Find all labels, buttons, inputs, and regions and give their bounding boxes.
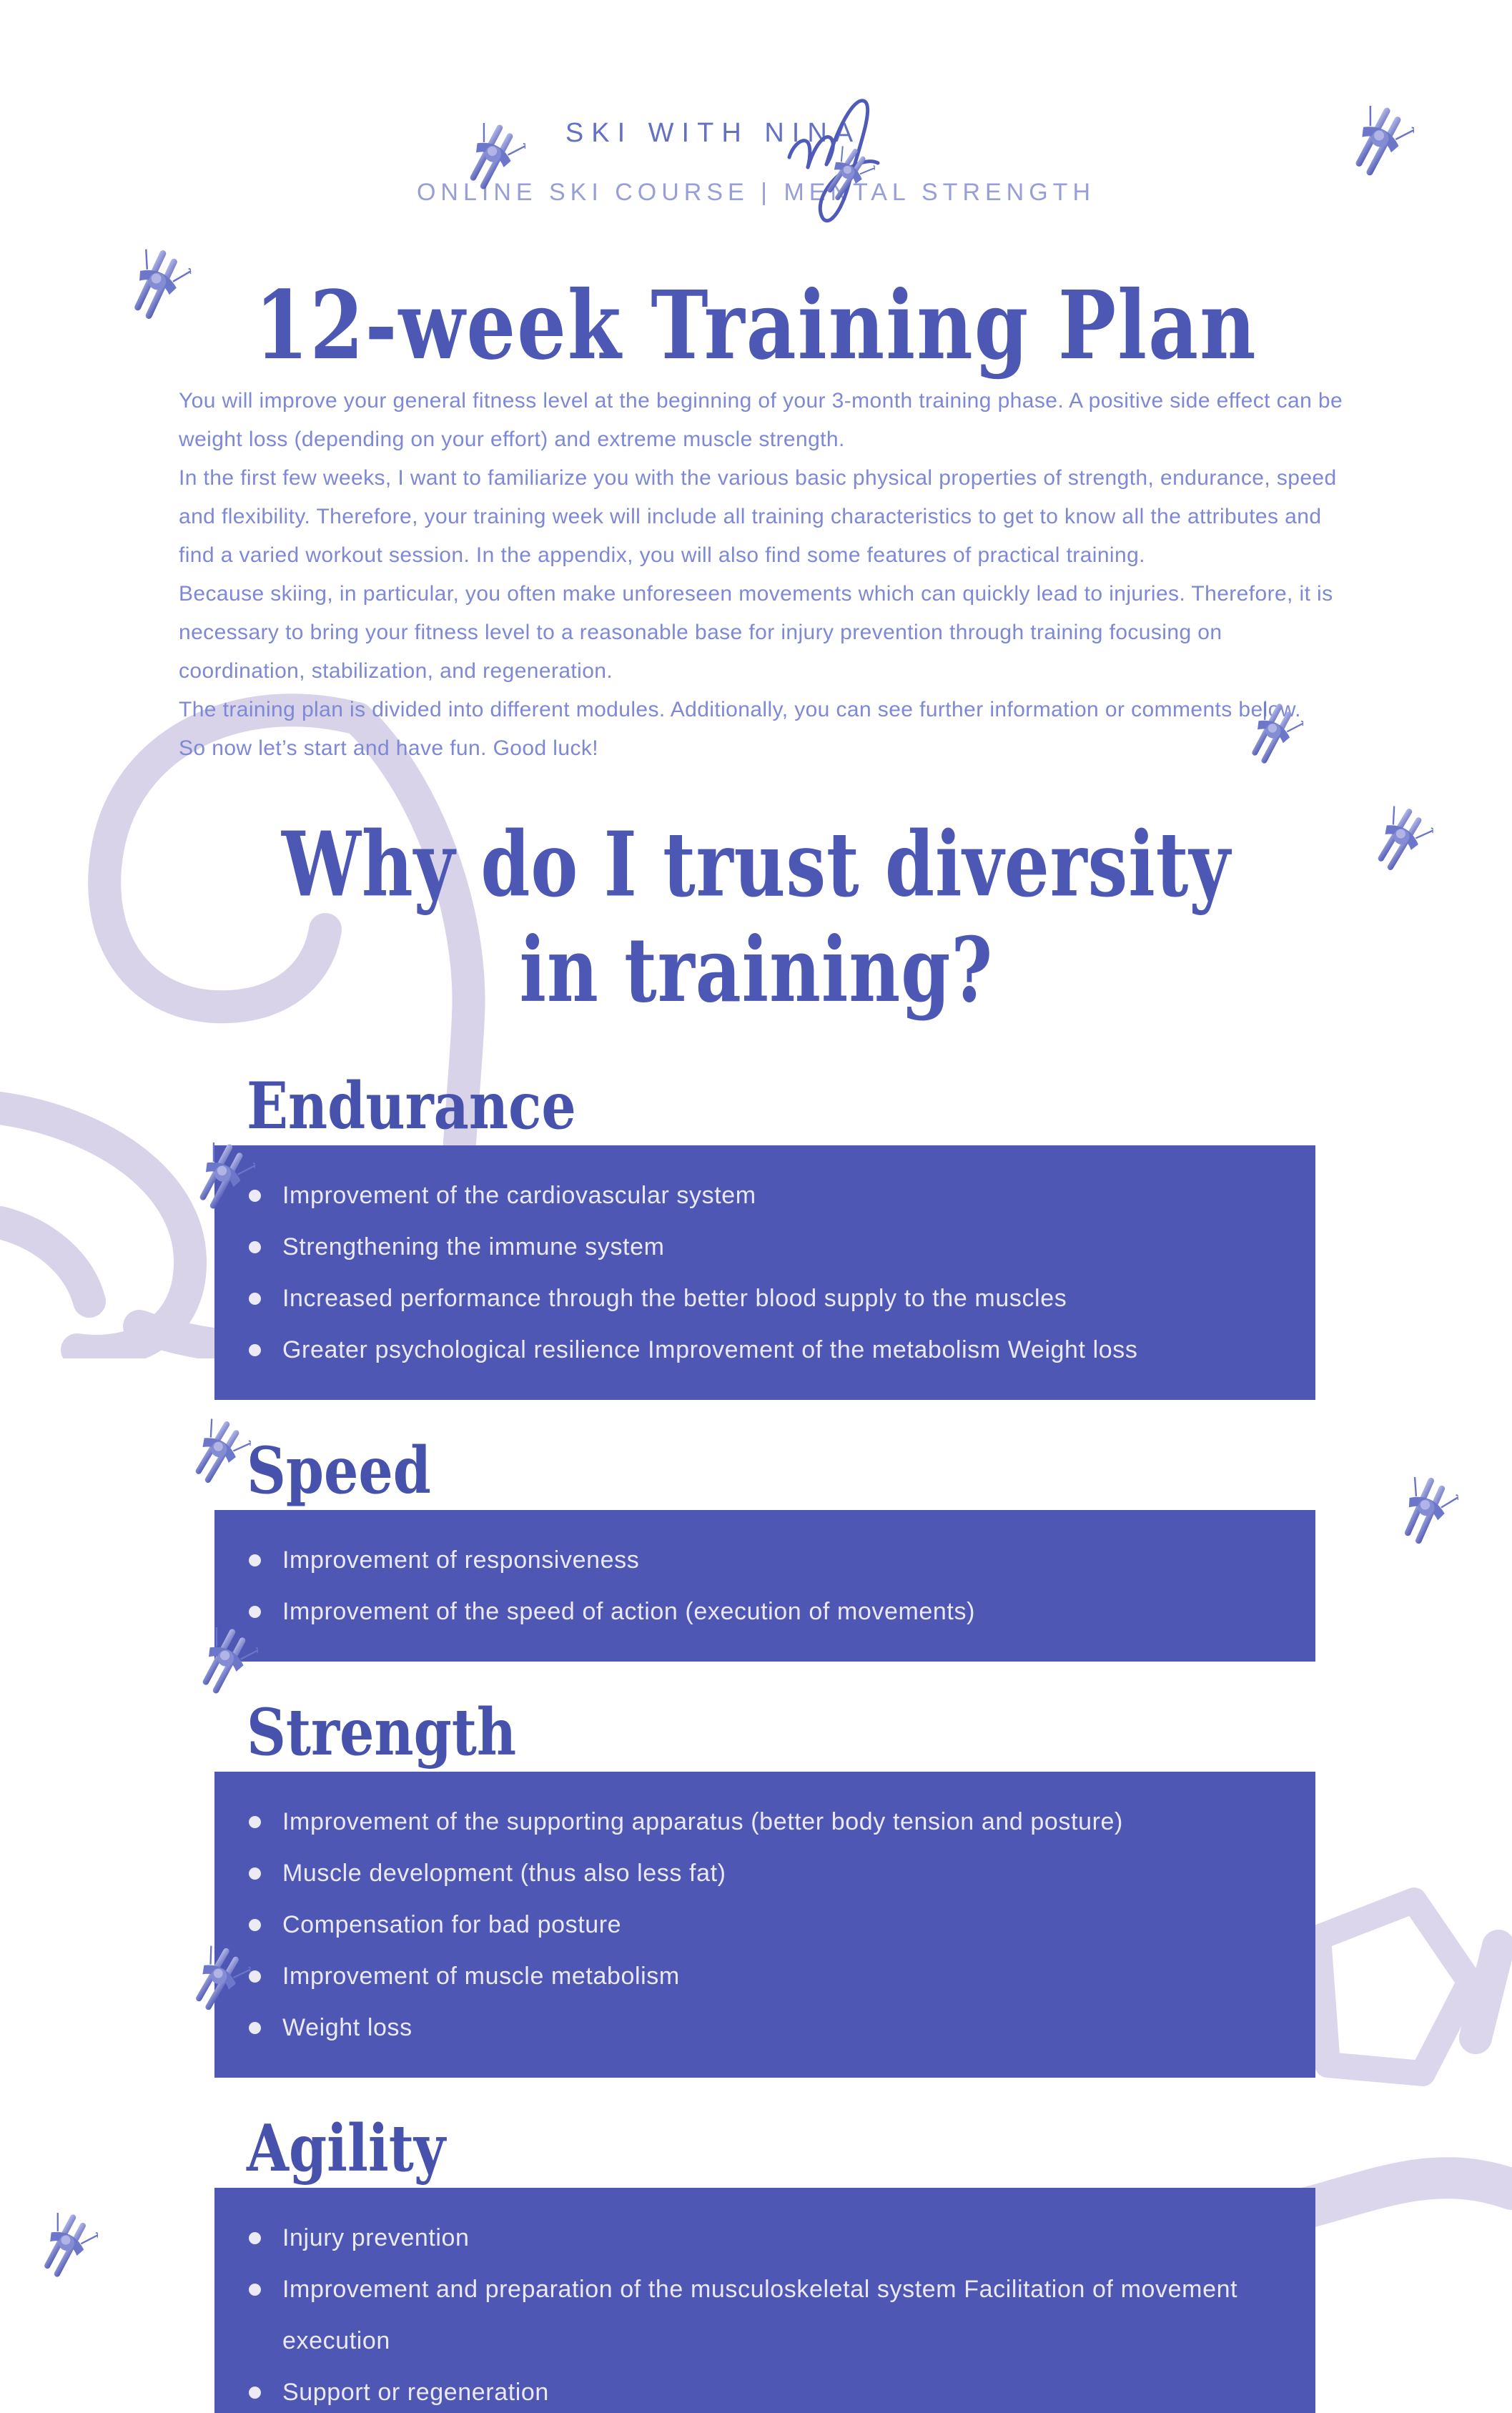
brand-wordmark: SKI WITH NINA (565, 118, 861, 148)
section-box: Improvement of the supporting apparatus … (214, 1772, 1315, 2078)
header: SKI WITH NINA ONLINE SKI COURSE | MENTAL… (0, 0, 1512, 207)
bullet-item: Injury prevention (249, 2212, 1276, 2264)
question-title-line2: in training? (519, 917, 993, 1022)
bullet-item: Improvement of responsiveness (249, 1534, 1276, 1586)
bullet-text: Improvement of the cardiovascular system (282, 1182, 756, 1209)
bullet-item: Increased performance through the better… (249, 1273, 1276, 1324)
question-title-wrap: Why do I trust diversity in training? (0, 811, 1512, 1034)
bullet-dot-icon (249, 2284, 261, 2296)
bullet-dot-icon (249, 1867, 261, 1880)
bullet-text: Compensation for bad posture (282, 1911, 622, 1938)
bullet-text: Weight loss (282, 2014, 412, 2041)
bullet-item: Improvement of the speed of action (exec… (249, 1586, 1276, 1637)
question-title-line1: Why do I trust diversity (281, 811, 1231, 917)
bullet-dot-icon (249, 2022, 261, 2034)
course-subtitle: ONLINE SKI COURSE | MENTAL STRENGTH (416, 179, 1096, 206)
intro-paragraph: Because skiing, in particular, you often… (179, 582, 1333, 683)
page-title: 12-week Training Plan (255, 271, 1257, 382)
sections: Endurance Improvement of the cardiovascul… (0, 1068, 1512, 2413)
bullet-item: Greater psychological resilience Improve… (249, 1324, 1276, 1376)
section-box: Improvement of responsiveness Improvement… (214, 1510, 1315, 1662)
intro: You will improve your general fitness le… (179, 382, 1344, 768)
bullet-text: Support or regeneration (282, 2379, 549, 2406)
bullet-dot-icon (249, 1816, 261, 1828)
bullet-dot-icon (249, 1241, 261, 1253)
bullet-text: Strengthening the immune system (282, 1233, 665, 1260)
bullet-item: Muscle development (thus also less fat) (249, 1847, 1276, 1899)
bullet-dot-icon (249, 1344, 261, 1356)
bullet-dot-icon (249, 1919, 261, 1931)
section-heading: Speed (247, 1433, 431, 1509)
bullet-text: Injury prevention (282, 2224, 470, 2251)
bullet-dot-icon (249, 2387, 261, 2399)
section-box: Improvement of the cardiovascular system… (214, 1145, 1315, 1400)
intro-paragraph: You will improve your general fitness le… (179, 389, 1343, 451)
section-speed: Speed Improvement of responsiveness Improv… (0, 1433, 1512, 1662)
bullet-text: Improvement and preparation of the muscu… (282, 2276, 1238, 2354)
bullet-item: Weight loss (249, 2002, 1276, 2053)
bullet-text: Greater psychological resilience Improve… (282, 1336, 1138, 1363)
nina-signature-icon (787, 99, 880, 223)
section-heading: Endurance (247, 1068, 576, 1144)
bullet-dot-icon (249, 1970, 261, 1983)
bullet-item: Improvement and preparation of the muscu… (249, 2264, 1276, 2367)
intro-paragraph: The training plan is divided into differ… (179, 698, 1301, 721)
bullet-list: Improvement of responsiveness Improvement… (249, 1534, 1276, 1637)
section-endurance: Endurance Improvement of the cardiovascul… (0, 1068, 1512, 1400)
bullet-item: Support or regeneration (249, 2367, 1276, 2413)
bullet-dot-icon (249, 2232, 261, 2244)
section-agility: Agility Injury prevention Improvement and … (0, 2111, 1512, 2413)
bullet-text: Improvement of the speed of action (exec… (282, 1598, 975, 1625)
bullet-dot-icon (249, 1293, 261, 1305)
bullet-list: Improvement of the supporting apparatus … (249, 1796, 1276, 2053)
bullet-dot-icon (249, 1606, 261, 1618)
section-heading: Strength (247, 1694, 517, 1770)
bullet-text: Improvement of the supporting apparatus … (282, 1808, 1123, 1835)
section-heading: Agility (247, 2111, 445, 2186)
bullet-item: Strengthening the immune system (249, 1221, 1276, 1273)
bullet-item: Improvement of the supporting apparatus … (249, 1796, 1276, 1847)
bullet-text: Increased performance through the better… (282, 1285, 1067, 1312)
bullet-dot-icon (249, 1190, 261, 1202)
intro-paragraph: So now let’s start and have fun. Good lu… (179, 736, 598, 760)
bullet-item: Improvement of muscle metabolism (249, 1950, 1276, 2002)
bullet-dot-icon (249, 1554, 261, 1566)
title-wrap: 12-week Training Plan (0, 219, 1512, 381)
bullet-item: Improvement of the cardiovascular system (249, 1170, 1276, 1221)
bullet-list: Improvement of the cardiovascular system… (249, 1170, 1276, 1376)
bullet-text: Improvement of responsiveness (282, 1546, 640, 1574)
bullet-item: Compensation for bad posture (249, 1899, 1276, 1950)
bullet-text: Improvement of muscle metabolism (282, 1963, 680, 1990)
bullet-text: Muscle development (thus also less fat) (282, 1860, 726, 1887)
section-box: Injury prevention Improvement and prepara… (214, 2188, 1315, 2413)
bullet-list: Injury prevention Improvement and prepara… (249, 2212, 1276, 2413)
question-title: Why do I trust diversity in training? (281, 811, 1231, 1023)
section-strength: Strength Improvement of the supporting ap… (0, 1694, 1512, 2078)
intro-paragraph: In the first few weeks, I want to famili… (179, 466, 1337, 567)
